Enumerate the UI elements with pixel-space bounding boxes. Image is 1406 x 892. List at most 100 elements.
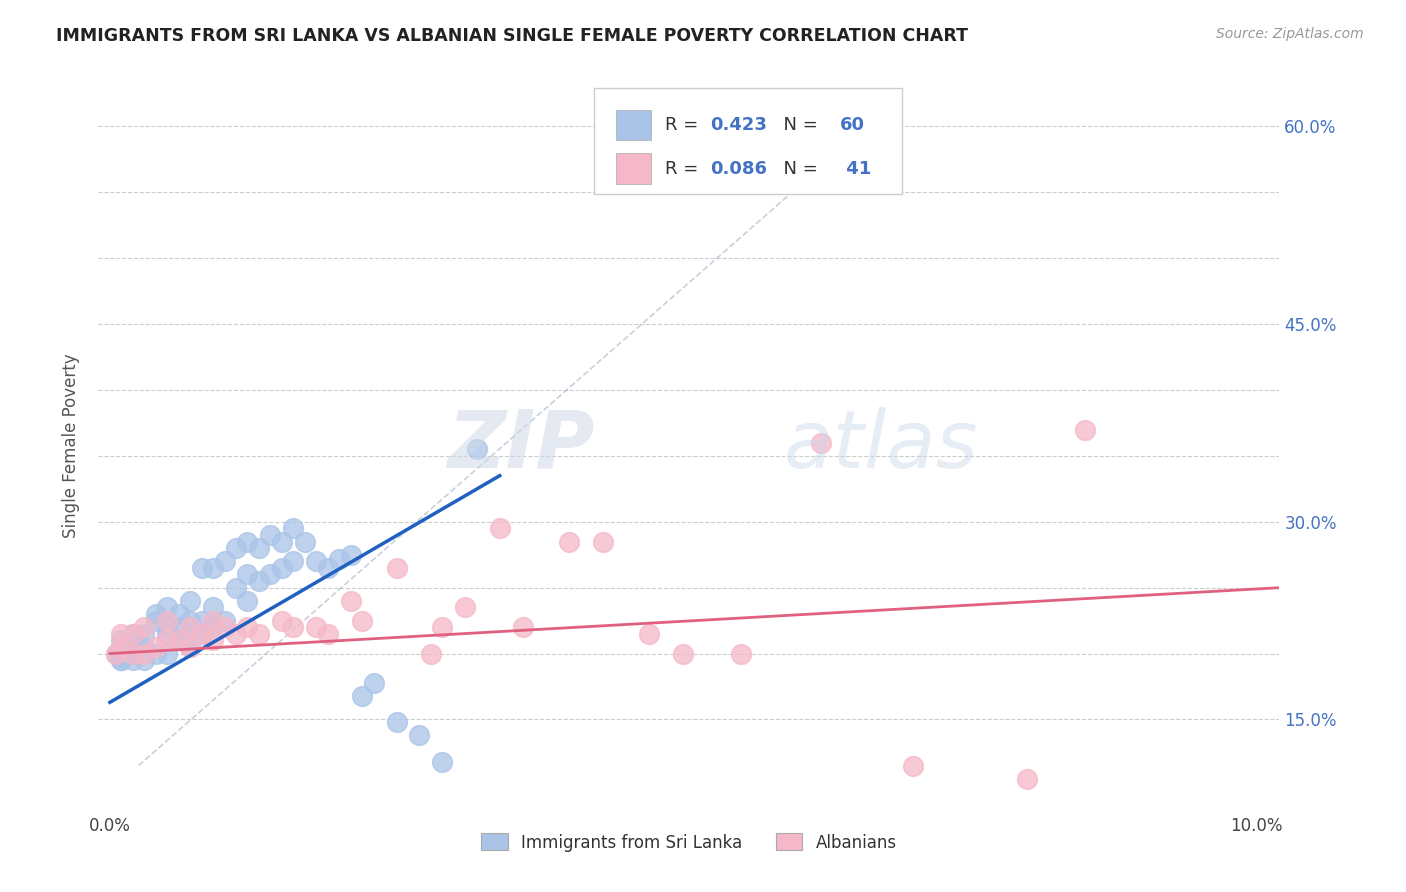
Point — [121, 640, 143, 654]
Point — [179, 640, 201, 654]
Point — [110, 644, 132, 658]
Text: atlas: atlas — [783, 407, 979, 485]
Point — [202, 561, 225, 575]
Point — [121, 647, 143, 661]
Point — [110, 653, 132, 667]
Point — [339, 594, 361, 608]
Point — [225, 581, 247, 595]
Point — [236, 594, 259, 608]
Point — [385, 715, 408, 730]
Point — [121, 653, 143, 667]
Point — [156, 633, 179, 648]
Point — [901, 758, 924, 772]
Point — [730, 647, 752, 661]
Text: ZIP: ZIP — [447, 407, 595, 485]
Point — [145, 614, 167, 628]
Point — [145, 640, 167, 654]
Point — [339, 548, 361, 562]
Point — [145, 607, 167, 621]
Point — [247, 627, 270, 641]
Point — [134, 653, 156, 667]
Point — [420, 647, 443, 661]
Point — [385, 561, 408, 575]
Point — [104, 647, 127, 661]
Point — [179, 594, 201, 608]
Text: R =: R = — [665, 116, 704, 134]
Point — [104, 647, 127, 661]
Point — [179, 614, 201, 628]
Text: 0.423: 0.423 — [710, 116, 768, 134]
Point — [167, 607, 190, 621]
Point — [214, 554, 236, 568]
Point — [637, 627, 659, 641]
Point — [283, 620, 305, 634]
Point — [202, 633, 225, 648]
Point — [294, 534, 316, 549]
Point — [179, 620, 201, 634]
Point — [156, 614, 179, 628]
Point — [214, 614, 236, 628]
Point — [156, 620, 179, 634]
Text: 60: 60 — [841, 116, 865, 134]
Point — [1073, 423, 1095, 437]
Point — [156, 600, 179, 615]
Point — [465, 442, 488, 457]
Point — [557, 534, 579, 549]
Point — [167, 633, 190, 648]
Point — [110, 653, 132, 667]
Point — [179, 627, 201, 641]
Point — [225, 627, 247, 641]
Point — [156, 627, 179, 641]
Bar — [616, 110, 651, 140]
Point — [134, 647, 156, 661]
Point — [270, 561, 292, 575]
Point — [305, 554, 328, 568]
Point — [259, 567, 281, 582]
Point — [110, 633, 132, 648]
Point — [1017, 772, 1039, 786]
Point — [352, 689, 374, 703]
Point — [270, 614, 292, 628]
Point — [672, 647, 695, 661]
Point — [202, 620, 225, 634]
Point — [190, 627, 212, 641]
Point — [167, 633, 190, 648]
Point — [408, 728, 430, 742]
Point — [432, 620, 454, 634]
Point — [202, 614, 225, 628]
Text: 41: 41 — [841, 160, 872, 178]
Point — [247, 541, 270, 556]
Point — [121, 647, 143, 661]
Bar — [616, 153, 651, 184]
Point — [247, 574, 270, 588]
Point — [236, 567, 259, 582]
Text: 0.086: 0.086 — [710, 160, 768, 178]
Point — [270, 534, 292, 549]
Point — [214, 620, 236, 634]
Point — [145, 647, 167, 661]
Point — [512, 620, 534, 634]
Point — [352, 614, 374, 628]
Point — [454, 600, 477, 615]
Point — [432, 755, 454, 769]
Point — [167, 620, 190, 634]
Point — [316, 561, 339, 575]
Point — [110, 627, 132, 641]
Text: N =: N = — [772, 116, 823, 134]
Point — [134, 640, 156, 654]
Point — [810, 435, 832, 450]
Point — [110, 640, 132, 654]
Text: N =: N = — [772, 160, 823, 178]
Point — [316, 627, 339, 641]
Point — [121, 627, 143, 641]
Point — [179, 640, 201, 654]
Point — [488, 521, 510, 535]
Point — [134, 627, 156, 641]
Y-axis label: Single Female Poverty: Single Female Poverty — [62, 354, 80, 538]
Text: IMMIGRANTS FROM SRI LANKA VS ALBANIAN SINGLE FEMALE POVERTY CORRELATION CHART: IMMIGRANTS FROM SRI LANKA VS ALBANIAN SI… — [56, 27, 969, 45]
Text: R =: R = — [665, 160, 704, 178]
Point — [134, 620, 156, 634]
Point — [363, 675, 385, 690]
Bar — [595, 87, 901, 194]
Text: Source: ZipAtlas.com: Source: ZipAtlas.com — [1216, 27, 1364, 41]
